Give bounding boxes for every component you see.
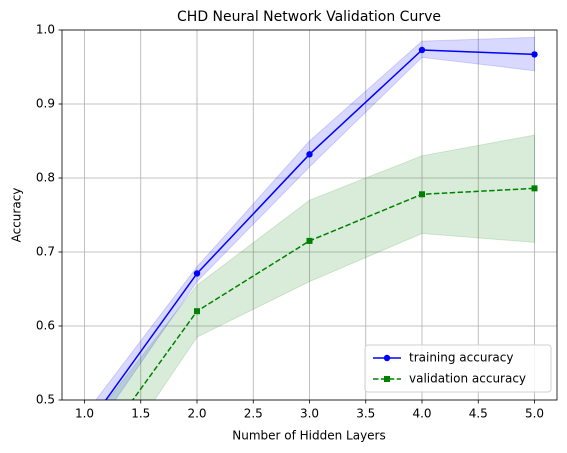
marker [81, 426, 87, 432]
marker [194, 308, 200, 315]
x-tick-label: 5.0 [525, 407, 544, 421]
legend-box [364, 344, 552, 393]
plot-area [81, 36, 538, 432]
x-tick-label: 1.0 [75, 407, 94, 421]
x-tick-label: 1.5 [131, 407, 150, 421]
marker [384, 376, 390, 382]
x-tick-label: 3.5 [356, 407, 375, 421]
y-tick-label: 0.9 [36, 97, 55, 111]
x-tick-label: 3.0 [300, 407, 319, 421]
x-axis-label: Number of Hidden Layers [232, 429, 386, 443]
legend-label: validation accuracy [409, 372, 526, 386]
x-tick-label: 4.0 [412, 407, 431, 421]
marker [306, 151, 313, 158]
y-tick-label: 1.0 [36, 23, 55, 37]
x-tick-label: 2.0 [187, 407, 206, 421]
marker [306, 237, 313, 244]
y-tick-label: 0.5 [36, 393, 55, 407]
legend: training accuracy validation accuracy [364, 344, 552, 393]
marker [419, 191, 425, 198]
y-tick-label: 0.8 [36, 171, 55, 185]
confidence-band [106, 134, 535, 400]
grid [62, 29, 557, 401]
marker [383, 354, 391, 362]
y-axis-label: Accuracy [10, 188, 24, 243]
marker [193, 270, 201, 277]
marker [531, 185, 538, 192]
legend-label: training accuracy [409, 351, 513, 365]
x-tick-label: 4.5 [469, 407, 488, 421]
y-tick-label: 0.6 [36, 319, 55, 333]
x-tick-label: 2.5 [244, 407, 263, 421]
chart-title: CHD Neural Network Validation Curve [177, 9, 441, 25]
confidence-band [95, 36, 535, 400]
marker [531, 51, 538, 58]
y-tick-label: 0.7 [36, 245, 55, 259]
marker [418, 46, 426, 54]
